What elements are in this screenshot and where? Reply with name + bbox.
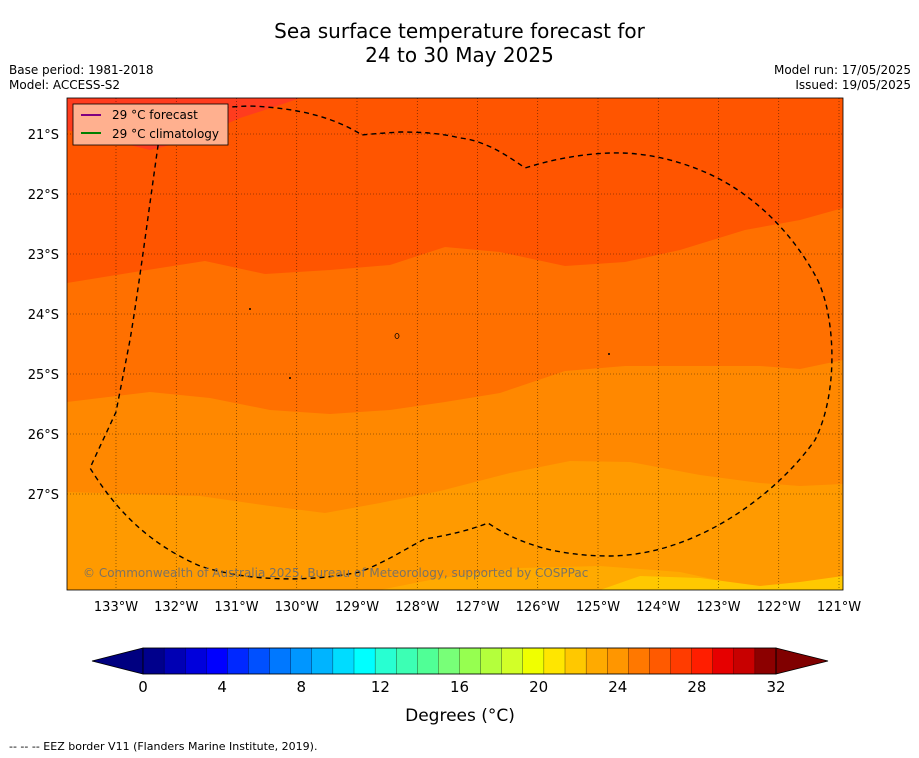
legend-climatology-label: 29 °C climatology	[112, 127, 219, 141]
lon-label: 124°W	[636, 600, 680, 615]
colorbar-cell	[459, 647, 482, 675]
map-frame	[66, 97, 844, 591]
colorbar-cell	[480, 647, 503, 675]
map-legend: 29 °C forecast 29 °C climatology	[72, 103, 229, 146]
colorbar: 0 4 8 12 16 20 24 28 32 Degrees (°C)	[91, 647, 829, 726]
colorbar-cell	[374, 647, 397, 675]
colorbar-cell	[522, 647, 545, 675]
lat-label: 23°S	[28, 248, 59, 263]
colorbar-cell	[628, 647, 650, 675]
colorbar-tick: 32	[766, 678, 785, 696]
colorbar-tick: 16	[450, 678, 469, 696]
legend-forecast-label: 29 °C forecast	[112, 108, 198, 122]
colorbar-tick: 20	[529, 678, 548, 696]
colorbar-cells	[142, 647, 777, 675]
map-title-line2: 24 to 30 May 2025	[365, 43, 554, 67]
colorbar-tick: 4	[217, 678, 227, 696]
lon-label: 125°W	[576, 600, 620, 615]
colorbar-cell	[712, 647, 735, 675]
colorbar-cell	[501, 647, 524, 675]
eez-border	[89, 105, 833, 580]
colorbar-cell	[649, 647, 671, 675]
colorbar-cell	[691, 647, 714, 675]
sst-field: © Commonwealth of Australia 2025, Bureau…	[67, 98, 843, 590]
colorbar-cell	[353, 647, 376, 675]
colorbar-cell	[227, 647, 249, 675]
latitude-labels: 21°S 22°S 23°S 24°S 25°S 26°S 27°S	[28, 128, 59, 503]
lon-label: 126°W	[516, 600, 560, 615]
lon-label: 130°W	[275, 600, 319, 615]
band-23c	[600, 576, 843, 590]
colorbar-cell	[311, 647, 334, 675]
lon-label: 132°W	[154, 600, 198, 615]
colorbar-outline	[142, 647, 777, 675]
colorbar-cell	[332, 647, 355, 675]
colorbar-cell	[417, 647, 439, 675]
eez-footer-note: -- -- -- EEZ border V11 (Flanders Marine…	[9, 740, 318, 753]
colorbar-tick-labels: 0 4 8 12 16 20 24 28 32	[138, 678, 785, 696]
lat-label: 21°S	[28, 128, 59, 143]
colorbar-tick: 28	[687, 678, 706, 696]
colorbar-cell	[733, 647, 756, 675]
colorbar-cell	[142, 647, 165, 675]
colorbar-cell	[754, 647, 777, 675]
colorbar-cell	[206, 647, 228, 675]
band-25c	[67, 461, 843, 590]
colorbar-cell	[185, 647, 207, 675]
issued-text: Issued: 19/05/2025	[795, 78, 911, 92]
colorbar-cell	[269, 647, 292, 675]
legend-box	[72, 103, 229, 146]
colorbar-cell	[564, 647, 587, 675]
copyright-watermark: © Commonwealth of Australia 2025, Bureau…	[83, 566, 588, 580]
lat-label: 22°S	[28, 188, 59, 203]
colorbar-tick: 24	[608, 678, 627, 696]
longitude-labels: 133°W 132°W 131°W 130°W 129°W 128°W 127°W 126°W…	[94, 600, 861, 615]
colorbar-cell	[396, 647, 418, 675]
lon-label: 127°W	[455, 600, 499, 615]
lat-label: 27°S	[28, 488, 59, 503]
lon-label: 121°W	[817, 600, 861, 615]
base-period-text: Base period: 1981-2018	[9, 63, 154, 77]
lon-label: 122°W	[757, 600, 801, 615]
colorbar-cell	[607, 647, 629, 675]
colorbar-cell	[248, 647, 271, 675]
colorbar-cell	[670, 647, 693, 675]
model-text: Model: ACCESS-S2	[9, 78, 121, 92]
lon-label: 123°W	[696, 600, 740, 615]
lon-label: 128°W	[395, 600, 439, 615]
colorbar-cell	[438, 647, 460, 675]
colorbar-tick: 8	[296, 678, 306, 696]
lon-label: 133°W	[94, 600, 138, 615]
colorbar-cell	[543, 647, 566, 675]
colorbar-label: Degrees (°C)	[405, 706, 515, 726]
model-run-text: Model run: 17/05/2025	[773, 63, 911, 77]
lat-label: 26°S	[28, 428, 59, 443]
colorbar-under-arrow	[91, 647, 144, 675]
colorbar-cell	[163, 647, 186, 675]
colorbar-cell	[585, 647, 608, 675]
colorbar-tick: 0	[138, 678, 148, 696]
islands	[249, 308, 610, 379]
lon-label: 129°W	[335, 600, 379, 615]
lat-label: 25°S	[28, 368, 59, 383]
colorbar-over-arrow	[775, 647, 829, 675]
lon-label: 131°W	[214, 600, 258, 615]
colorbar-tick: 12	[371, 678, 390, 696]
map-title-line1: Sea surface temperature forecast for	[274, 19, 645, 43]
sst-map-figure: © Commonwealth of Australia 2025, Bureau…	[28, 97, 861, 726]
lat-label: 24°S	[28, 308, 59, 323]
colorbar-cell	[290, 647, 313, 675]
